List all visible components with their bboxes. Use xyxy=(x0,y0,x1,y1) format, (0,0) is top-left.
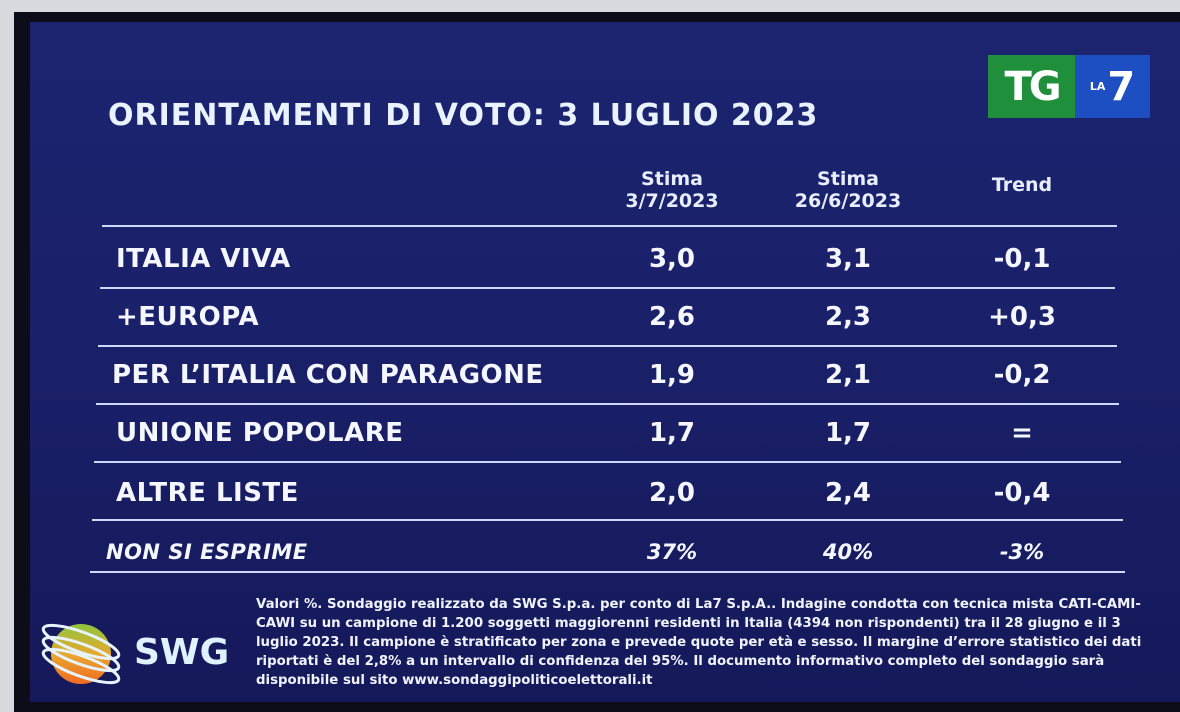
header-line1: Stima xyxy=(641,168,703,190)
table-row: NON SI ESPRIME 37% 40% -3% xyxy=(30,534,1180,574)
previous-estimate: 3,1 xyxy=(824,244,872,274)
current-estimate: 1,9 xyxy=(648,360,696,390)
divider xyxy=(100,287,1115,289)
divider xyxy=(94,461,1121,463)
current-estimate: 3,0 xyxy=(648,244,696,274)
column-header-trend: Trend xyxy=(942,174,1102,196)
current-estimate: 1,7 xyxy=(648,418,696,448)
trend-value: = xyxy=(1011,418,1033,448)
trend-value: +0,3 xyxy=(988,302,1056,332)
tg-la7-logo: TG LA 7 xyxy=(988,55,1150,118)
divider xyxy=(90,571,1125,573)
party-name: PER L’ITALIA CON PARAGONE xyxy=(112,360,544,390)
swg-logo: SWG xyxy=(36,612,229,692)
column-header-current: Stima 3/7/2023 xyxy=(592,168,752,212)
table-row: +EUROPA 2,6 2,3 +0,3 xyxy=(30,302,1180,342)
swg-globe-icon xyxy=(41,623,121,685)
previous-estimate: 1,7 xyxy=(824,418,872,448)
current-estimate: 2,6 xyxy=(648,302,696,332)
header-line2: 3/7/2023 xyxy=(625,190,719,212)
la7-logo-la: LA xyxy=(1089,80,1106,93)
party-name: NON SI ESPRIME xyxy=(106,540,308,564)
footnote: Valori %. Sondaggio realizzato da SWG S.… xyxy=(256,597,1142,688)
la7-logo: LA 7 xyxy=(1075,55,1150,118)
current-estimate: 37% xyxy=(646,540,698,564)
tg-logo: TG xyxy=(988,55,1075,118)
trend-value: -0,2 xyxy=(993,360,1051,390)
table-row: ALTRE LISTE 2,0 2,4 -0,4 xyxy=(30,478,1180,518)
trend-value: -0,4 xyxy=(993,478,1051,508)
previous-estimate: 2,3 xyxy=(824,302,872,332)
divider xyxy=(96,403,1119,405)
la7-logo-seven: 7 xyxy=(1107,63,1136,110)
divider xyxy=(92,519,1123,521)
header-line2: 26/6/2023 xyxy=(794,190,902,212)
table-row: PER L’ITALIA CON PARAGONE 1,9 2,1 -0,2 xyxy=(30,360,1180,400)
swg-logo-text: SWG xyxy=(134,631,230,673)
column-header-previous: Stima 26/6/2023 xyxy=(768,168,928,212)
table-row: UNIONE POPOLARE 1,7 1,7 = xyxy=(30,418,1180,458)
party-name: +EUROPA xyxy=(116,302,260,332)
trend-value: -3% xyxy=(999,540,1045,564)
trend-value: -0,1 xyxy=(993,244,1051,274)
previous-estimate: 2,1 xyxy=(824,360,872,390)
party-name: UNIONE POPOLARE xyxy=(116,418,404,448)
divider xyxy=(102,225,1117,227)
party-name: ITALIA VIVA xyxy=(116,244,291,274)
table-row: ITALIA VIVA 3,0 3,1 -0,1 xyxy=(30,244,1180,284)
header-line1: Trend xyxy=(991,174,1053,196)
current-estimate: 2,0 xyxy=(648,478,696,508)
tv-screen: ORIENTAMENTI DI VOTO: 3 LUGLIO 2023 TG L… xyxy=(30,22,1180,702)
previous-estimate: 40% xyxy=(822,540,874,564)
party-name: ALTRE LISTE xyxy=(116,478,299,508)
previous-estimate: 2,4 xyxy=(824,478,872,508)
page-title: ORIENTAMENTI DI VOTO: 3 LUGLIO 2023 xyxy=(108,98,819,133)
divider xyxy=(98,345,1117,347)
header-line1: Stima xyxy=(817,168,879,190)
